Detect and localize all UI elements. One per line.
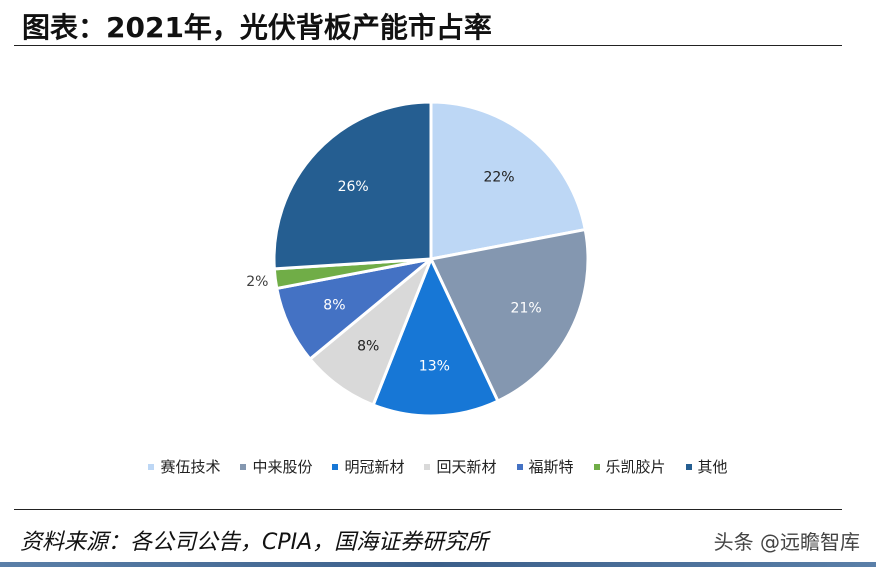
slice-label: 8% <box>323 297 345 313</box>
pie-slice <box>371 255 500 418</box>
slice-label: 13% <box>419 359 450 375</box>
pie-slice <box>272 100 433 271</box>
legend-item: 福斯特 <box>516 456 574 477</box>
legend-swatch-icon <box>332 463 339 470</box>
legend-item: 其他 <box>685 456 728 477</box>
legend-swatch-icon <box>685 463 692 470</box>
legend-item: 中来股份 <box>240 456 312 477</box>
page-title: 图表：2021年，光伏背板产能市占率 <box>22 11 492 44</box>
chart-legend: 赛伍技术 中来股份 明冠新材 回天新材 福斯特 乐凯胶片 其他 <box>0 456 876 477</box>
pie-slice <box>429 100 587 261</box>
slice-label: 8% <box>357 338 379 354</box>
title-divider <box>14 45 842 46</box>
slice-label: 22% <box>483 170 514 186</box>
slice-label: 21% <box>511 300 542 316</box>
footer-divider <box>14 509 842 510</box>
bottom-bar <box>0 562 876 567</box>
legend-item: 乐凯胶片 <box>593 456 666 477</box>
legend-item: 赛伍技术 <box>148 456 220 477</box>
legend-item: 回天新材 <box>424 456 497 477</box>
legend-item: 明冠新材 <box>332 456 404 477</box>
legend-swatch-icon <box>516 463 523 470</box>
legend-swatch-icon <box>424 463 431 470</box>
pie-slice <box>428 227 590 404</box>
slice-label: 26% <box>338 179 369 195</box>
legend-swatch-icon <box>148 463 155 470</box>
slice-label: 2% <box>246 274 268 290</box>
legend-swatch-icon <box>240 463 247 470</box>
source-note: 资料来源：各公司公告，CPIA，国海证券研究所 <box>20 530 489 555</box>
legend-swatch-icon <box>593 463 600 470</box>
watermark: 头条 @远瞻智库 <box>713 530 860 554</box>
